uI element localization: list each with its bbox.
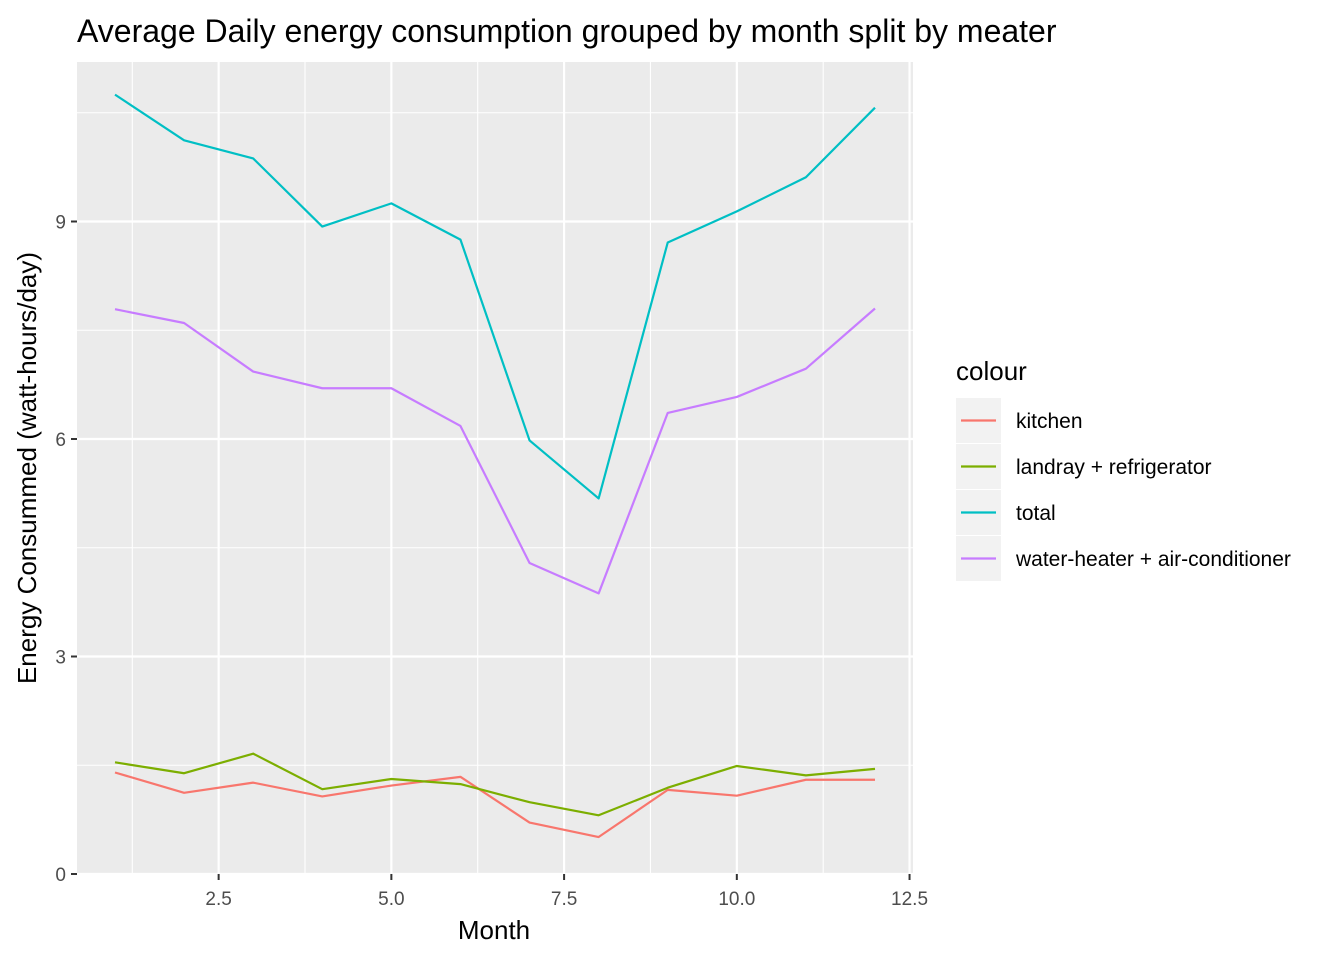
- x-axis: 2.5 5.0 7.5 10.0 12.5: [205, 874, 928, 910]
- x-tick-label: 10.0: [718, 889, 755, 910]
- y-tick-label: 3: [55, 648, 66, 669]
- plot-panel: [77, 62, 913, 874]
- x-tick-label: 5.0: [378, 889, 404, 910]
- y-tick-label: 0: [55, 865, 66, 886]
- legend-item-kitchen: kitchen: [956, 398, 1083, 443]
- y-axis-title: Energy Consummed (watt-hours/day): [12, 252, 42, 684]
- x-tick-label: 2.5: [205, 889, 231, 910]
- legend-title: colour: [956, 356, 1027, 386]
- y-tick-label: 9: [55, 213, 66, 234]
- legend-label: water-heater + air-conditioner: [1015, 548, 1291, 571]
- x-tick-label: 12.5: [891, 889, 928, 910]
- legend-label: landray + refrigerator: [1016, 456, 1212, 479]
- series-line-kitchen: [114, 771, 875, 839]
- y-axis: 0 3 6 9: [55, 213, 77, 886]
- series-line-total: [114, 93, 876, 500]
- series-line-landray-refrigerator: [114, 752, 876, 817]
- legend-label: kitchen: [1016, 410, 1083, 433]
- legend-label: total: [1016, 502, 1056, 525]
- series-lines: [114, 93, 876, 839]
- grid-minor: [77, 62, 913, 874]
- x-tick-label: 7.5: [551, 889, 577, 910]
- grid-major: [77, 62, 913, 876]
- series-line-water-heater-air-conditioner: [114, 307, 876, 595]
- legend: colour kitchen landray + refrigerator tota…: [956, 356, 1291, 581]
- x-axis-title: Month: [458, 915, 530, 945]
- y-tick-label: 6: [55, 430, 66, 451]
- legend-item-landray-refrigerator: landray + refrigerator: [956, 444, 1212, 489]
- legend-item-total: total: [956, 490, 1056, 535]
- chart-title: Average Daily energy consumption grouped…: [77, 13, 1057, 49]
- legend-item-water-heater-air-conditioner: water-heater + air-conditioner: [956, 536, 1291, 581]
- legend-items: kitchen landray + refrigerator total water-…: [956, 398, 1291, 581]
